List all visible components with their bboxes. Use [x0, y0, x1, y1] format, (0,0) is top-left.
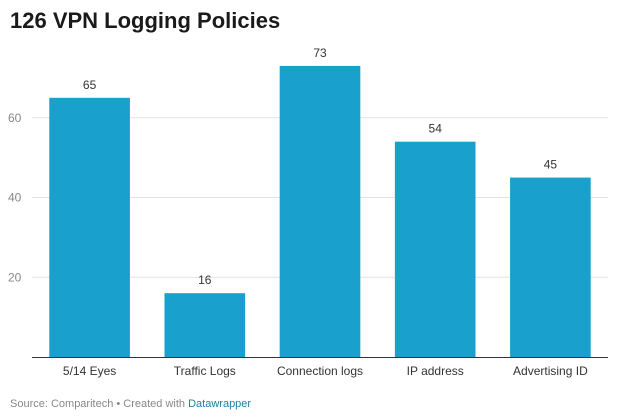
value-label-4: 45	[544, 158, 558, 172]
category-label-4: Advertising ID	[513, 364, 588, 378]
value-label-3: 54	[429, 122, 443, 136]
y-tick-label-40: 40	[8, 191, 22, 205]
y-axis-ticks: 20 40 60	[8, 111, 22, 285]
bar-2	[279, 65, 361, 357]
bar-3	[394, 141, 476, 357]
y-tick-label-60: 60	[8, 111, 22, 125]
source-note: Source: Comparitech • Created with	[10, 398, 189, 410]
bars	[49, 65, 591, 357]
category-label-0: 5/14 Eyes	[63, 364, 116, 378]
category-label-1: Traffic Logs	[174, 364, 236, 378]
bar-chart: 20 40 60 65 16 73 54 45 5/14 Eyes Traffic Logs C…	[8, 46, 608, 378]
value-label-0: 65	[83, 78, 97, 92]
chart-title: 126 VPN Logging Policies	[10, 8, 281, 33]
category-labels: 5/14 Eyes Traffic Logs Connection logs IP a…	[63, 364, 588, 378]
category-label-3: IP address	[407, 364, 464, 378]
value-label-1: 16	[198, 273, 212, 287]
bar-1	[164, 293, 246, 357]
bar-0	[49, 97, 130, 357]
y-tick-label-20: 20	[8, 270, 22, 284]
category-label-2: Connection logs	[277, 364, 363, 378]
bar-4	[510, 177, 591, 357]
value-labels: 65 16 73 54 45	[83, 46, 557, 287]
footer: Source: Comparitech • Created with Dataw…	[10, 398, 251, 410]
value-label-2: 73	[313, 46, 327, 60]
datawrapper-link[interactable]: Datawrapper	[188, 398, 252, 410]
